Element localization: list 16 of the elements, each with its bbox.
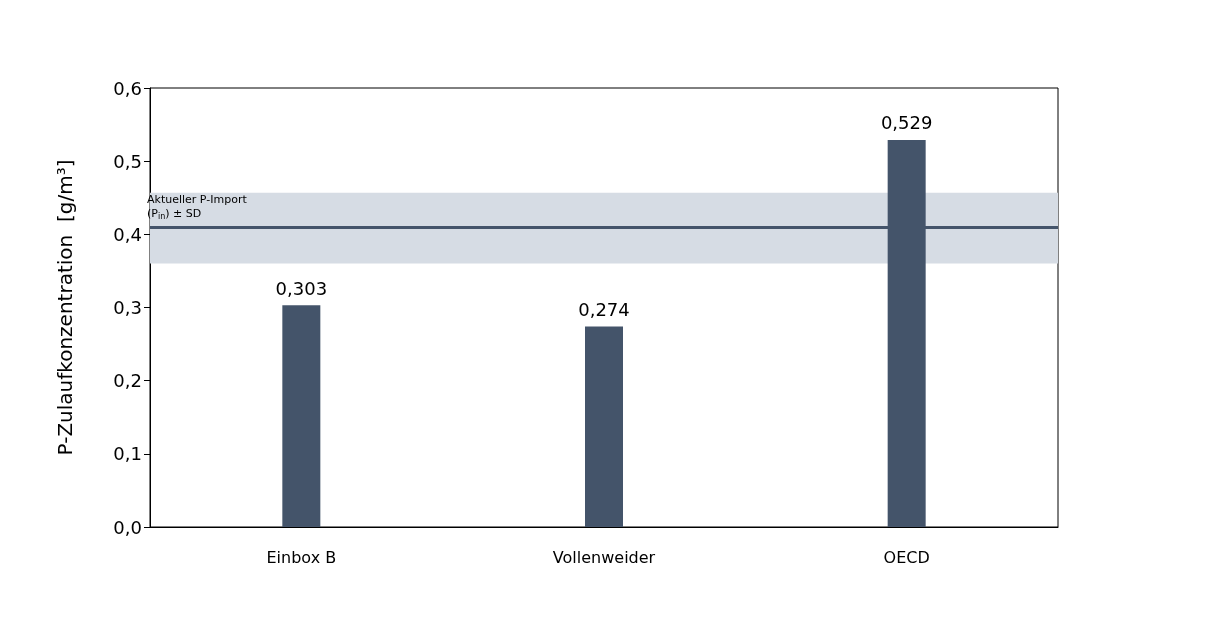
data-label: 0,303	[275, 277, 328, 299]
y-tick-label: 0,6	[113, 77, 142, 99]
y-tick-label: 0,3	[113, 297, 142, 318]
x-tick-label: Vollenweider	[552, 547, 656, 567]
x-tick-label: OECD	[883, 547, 930, 567]
data-label: 0,529	[880, 112, 933, 134]
data-label: 0,274	[578, 299, 630, 321]
y-tick-label: 0,1	[113, 443, 142, 465]
y-tick-label: 0,0	[113, 516, 142, 538]
y-tick-label: 0,2	[113, 370, 142, 392]
y-tick-label: 0,4	[113, 223, 142, 245]
bar	[585, 326, 623, 527]
bar	[282, 305, 321, 527]
x-tick-label: Einbox B	[266, 547, 337, 567]
y-tick-label: 0,5	[113, 150, 142, 172]
y-axis-title: P-Zulaufkonzentration [g/m³]	[53, 159, 77, 456]
